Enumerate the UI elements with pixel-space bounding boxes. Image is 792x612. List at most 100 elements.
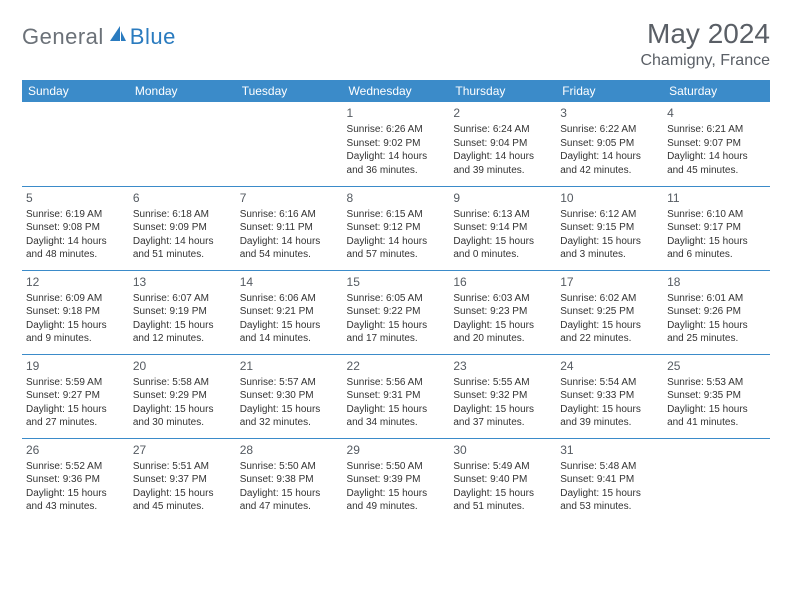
sunrise-text: Sunrise: 5:57 AM <box>240 376 339 390</box>
daylight-text: Daylight: 15 hours and 3 minutes. <box>560 235 659 262</box>
calendar-header-row: Sunday Monday Tuesday Wednesday Thursday… <box>22 80 770 102</box>
sunset-text: Sunset: 9:36 PM <box>26 473 125 487</box>
calendar-day-cell: 17Sunrise: 6:02 AMSunset: 9:25 PMDayligh… <box>556 270 663 354</box>
daylight-text: Daylight: 14 hours and 45 minutes. <box>667 150 766 177</box>
weekday-header: Friday <box>556 80 663 102</box>
sunrise-text: Sunrise: 6:16 AM <box>240 208 339 222</box>
day-number: 30 <box>453 442 552 458</box>
sunrise-text: Sunrise: 6:21 AM <box>667 123 766 137</box>
sunset-text: Sunset: 9:05 PM <box>560 137 659 151</box>
calendar-day-cell: 29Sunrise: 5:50 AMSunset: 9:39 PMDayligh… <box>343 438 450 522</box>
calendar-day-cell <box>663 438 770 522</box>
sunset-text: Sunset: 9:18 PM <box>26 305 125 319</box>
daylight-text: Daylight: 14 hours and 42 minutes. <box>560 150 659 177</box>
sunset-text: Sunset: 9:33 PM <box>560 389 659 403</box>
sunset-text: Sunset: 9:11 PM <box>240 221 339 235</box>
sunrise-text: Sunrise: 5:53 AM <box>667 376 766 390</box>
calendar-day-cell: 31Sunrise: 5:48 AMSunset: 9:41 PMDayligh… <box>556 438 663 522</box>
sunrise-text: Sunrise: 5:49 AM <box>453 460 552 474</box>
daylight-text: Daylight: 14 hours and 57 minutes. <box>347 235 446 262</box>
daylight-text: Daylight: 14 hours and 51 minutes. <box>133 235 232 262</box>
calendar-week-row: 12Sunrise: 6:09 AMSunset: 9:18 PMDayligh… <box>22 270 770 354</box>
calendar-page: General Blue May 2024 Chamigny, France S… <box>0 0 792 540</box>
calendar-day-cell: 20Sunrise: 5:58 AMSunset: 9:29 PMDayligh… <box>129 354 236 438</box>
daylight-text: Daylight: 15 hours and 32 minutes. <box>240 403 339 430</box>
weekday-header: Wednesday <box>343 80 450 102</box>
calendar-day-cell: 7Sunrise: 6:16 AMSunset: 9:11 PMDaylight… <box>236 186 343 270</box>
day-number: 23 <box>453 358 552 374</box>
daylight-text: Daylight: 15 hours and 27 minutes. <box>26 403 125 430</box>
sunset-text: Sunset: 9:37 PM <box>133 473 232 487</box>
day-number: 21 <box>240 358 339 374</box>
sunset-text: Sunset: 9:32 PM <box>453 389 552 403</box>
daylight-text: Daylight: 15 hours and 43 minutes. <box>26 487 125 514</box>
sunrise-text: Sunrise: 5:59 AM <box>26 376 125 390</box>
calendar-day-cell: 12Sunrise: 6:09 AMSunset: 9:18 PMDayligh… <box>22 270 129 354</box>
sunrise-text: Sunrise: 5:51 AM <box>133 460 232 474</box>
sunset-text: Sunset: 9:02 PM <box>347 137 446 151</box>
sunrise-text: Sunrise: 6:24 AM <box>453 123 552 137</box>
brand-logo: General Blue <box>22 18 176 50</box>
calendar-day-cell: 21 Sunrise: 5:57 AMSunset: 9:30 PMDayligh… <box>236 354 343 438</box>
sunrise-text: Sunrise: 6:01 AM <box>667 292 766 306</box>
sunrise-text: Sunrise: 6:15 AM <box>347 208 446 222</box>
daylight-text: Daylight: 14 hours and 36 minutes. <box>347 150 446 177</box>
day-number: 20 <box>133 358 232 374</box>
calendar-day-cell <box>129 102 236 186</box>
sunrise-text: Sunrise: 5:54 AM <box>560 376 659 390</box>
calendar-day-cell: 3 Sunrise: 6:22 AMSunset: 9:05 PMDaylight… <box>556 102 663 186</box>
weekday-header: Tuesday <box>236 80 343 102</box>
daylight-text: Daylight: 15 hours and 14 minutes. <box>240 319 339 346</box>
calendar-day-cell: 23Sunrise: 5:55 AMSunset: 9:32 PMDayligh… <box>449 354 556 438</box>
day-number: 25 <box>667 358 766 374</box>
calendar-day-cell: 27Sunrise: 5:51 AMSunset: 9:37 PMDayligh… <box>129 438 236 522</box>
daylight-text: Daylight: 15 hours and 45 minutes. <box>133 487 232 514</box>
daylight-text: Daylight: 15 hours and 39 minutes. <box>560 403 659 430</box>
day-number: 5 <box>26 190 125 206</box>
day-number: 24 <box>560 358 659 374</box>
daylight-text: Daylight: 15 hours and 0 minutes. <box>453 235 552 262</box>
daylight-text: Daylight: 15 hours and 53 minutes. <box>560 487 659 514</box>
weekday-header: Sunday <box>22 80 129 102</box>
calendar-day-cell: 11Sunrise: 6:10 AMSunset: 9:17 PMDayligh… <box>663 186 770 270</box>
daylight-text: Daylight: 15 hours and 12 minutes. <box>133 319 232 346</box>
day-number: 13 <box>133 274 232 290</box>
sunset-text: Sunset: 9:31 PM <box>347 389 446 403</box>
brand-text-general: General <box>22 24 104 50</box>
sunrise-text: Sunrise: 5:48 AM <box>560 460 659 474</box>
sunset-text: Sunset: 9:35 PM <box>667 389 766 403</box>
calendar-day-cell: 8 Sunrise: 6:15 AMSunset: 9:12 PMDaylight… <box>343 186 450 270</box>
sunrise-text: Sunrise: 6:02 AM <box>560 292 659 306</box>
sunset-text: Sunset: 9:30 PM <box>240 389 339 403</box>
calendar-week-row: 26Sunrise: 5:52 AMSunset: 9:36 PMDayligh… <box>22 438 770 522</box>
calendar-week-row: 19Sunrise: 5:59 AMSunset: 9:27 PMDayligh… <box>22 354 770 438</box>
sunrise-text: Sunrise: 5:55 AM <box>453 376 552 390</box>
sunrise-text: Sunrise: 5:50 AM <box>347 460 446 474</box>
day-number: 6 <box>133 190 232 206</box>
calendar-day-cell: 22Sunrise: 5:56 AMSunset: 9:31 PMDayligh… <box>343 354 450 438</box>
calendar-day-cell: 26Sunrise: 5:52 AMSunset: 9:36 PMDayligh… <box>22 438 129 522</box>
calendar-week-row: 5Sunrise: 6:19 AMSunset: 9:08 PMDaylight… <box>22 186 770 270</box>
sunrise-text: Sunrise: 6:18 AM <box>133 208 232 222</box>
sunrise-text: Sunrise: 6:22 AM <box>560 123 659 137</box>
sunset-text: Sunset: 9:14 PM <box>453 221 552 235</box>
calendar-day-cell: 15Sunrise: 6:05 AMSunset: 9:22 PMDayligh… <box>343 270 450 354</box>
day-number: 8 <box>347 190 446 206</box>
daylight-text: Daylight: 15 hours and 9 minutes. <box>26 319 125 346</box>
weekday-header: Thursday <box>449 80 556 102</box>
sunset-text: Sunset: 9:04 PM <box>453 137 552 151</box>
sunrise-text: Sunrise: 5:50 AM <box>240 460 339 474</box>
calendar-day-cell: 6 Sunrise: 6:18 AMSunset: 9:09 PMDaylight… <box>129 186 236 270</box>
day-number: 28 <box>240 442 339 458</box>
sunset-text: Sunset: 9:12 PM <box>347 221 446 235</box>
sunset-text: Sunset: 9:17 PM <box>667 221 766 235</box>
sunset-text: Sunset: 9:09 PM <box>133 221 232 235</box>
calendar-day-cell: 9Sunrise: 6:13 AMSunset: 9:14 PMDaylight… <box>449 186 556 270</box>
sunset-text: Sunset: 9:26 PM <box>667 305 766 319</box>
day-number: 14 <box>240 274 339 290</box>
day-number: 3 <box>560 105 659 121</box>
sunset-text: Sunset: 9:23 PM <box>453 305 552 319</box>
daylight-text: Daylight: 14 hours and 48 minutes. <box>26 235 125 262</box>
calendar-day-cell: 30Sunrise: 5:49 AMSunset: 9:40 PMDayligh… <box>449 438 556 522</box>
calendar-week-row: 1Sunrise: 6:26 AMSunset: 9:02 PMDaylight… <box>22 102 770 186</box>
